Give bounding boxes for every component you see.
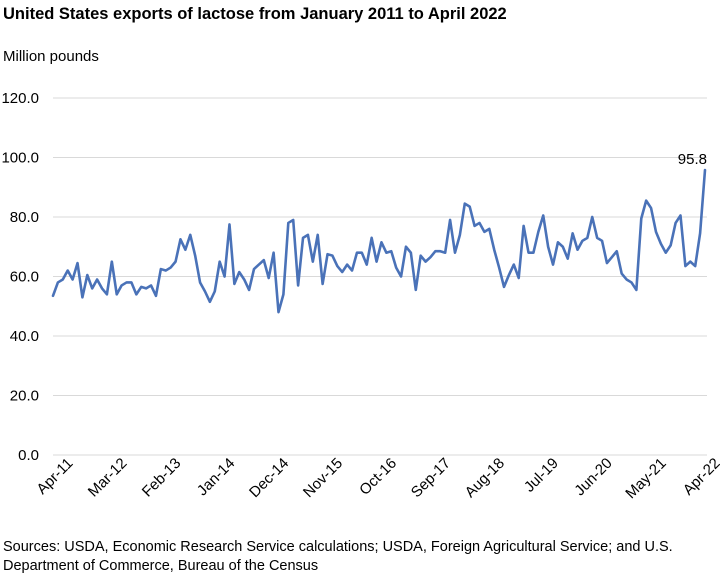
x-tick-label: Apr-11 [33,455,76,498]
x-tick-label: Nov-15 [300,455,346,501]
y-tick-label: 80.0 [10,209,39,226]
series-layer [51,168,707,314]
series-line [51,168,707,314]
x-tick-label: Mar-12 [85,455,131,501]
y-tick-label: 100.0 [1,150,39,167]
data-labels: 95.8 [678,151,707,168]
x-tick-label: Jul-19 [521,455,562,496]
y-tick-label: 120.0 [1,90,39,107]
x-tick-label: Jun-20 [571,455,615,499]
x-tick-label: Apr-22 [680,455,720,499]
sources-note: Sources: USDA, Economic Research Service… [3,539,673,574]
y-axis-label: Million pounds [3,48,99,65]
y-tick-label: 40.0 [10,328,39,345]
y-tick-labels: 0.0 20.0 40.0 60.0 80.0 100.0 120.0 [1,90,39,464]
x-tick-label: Feb-13 [139,455,185,501]
x-tick-label: Oct-16 [356,455,400,499]
x-tick-label: Dec-14 [246,455,292,501]
x-tick-labels: Apr-11 Mar-12 Feb-13 Jan-14 Dec-14 Nov-15 Oct-… [33,455,720,502]
data-label-last: 95.8 [678,151,707,168]
y-tick-label: 60.0 [10,269,39,286]
x-tick-label: Jan-14 [194,455,238,499]
x-tick-label: Sep-17 [408,455,454,501]
x-tick-label: Aug-18 [462,455,508,501]
x-tick-label: May-21 [622,455,669,502]
y-tick-label: 0.0 [18,447,39,464]
gridlines [53,97,707,456]
chart-title: United States exports of lactose from Ja… [3,5,507,23]
y-tick-label: 20.0 [10,388,39,405]
